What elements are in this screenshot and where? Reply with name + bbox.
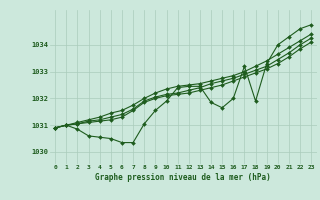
X-axis label: Graphe pression niveau de la mer (hPa): Graphe pression niveau de la mer (hPa): [95, 173, 271, 182]
